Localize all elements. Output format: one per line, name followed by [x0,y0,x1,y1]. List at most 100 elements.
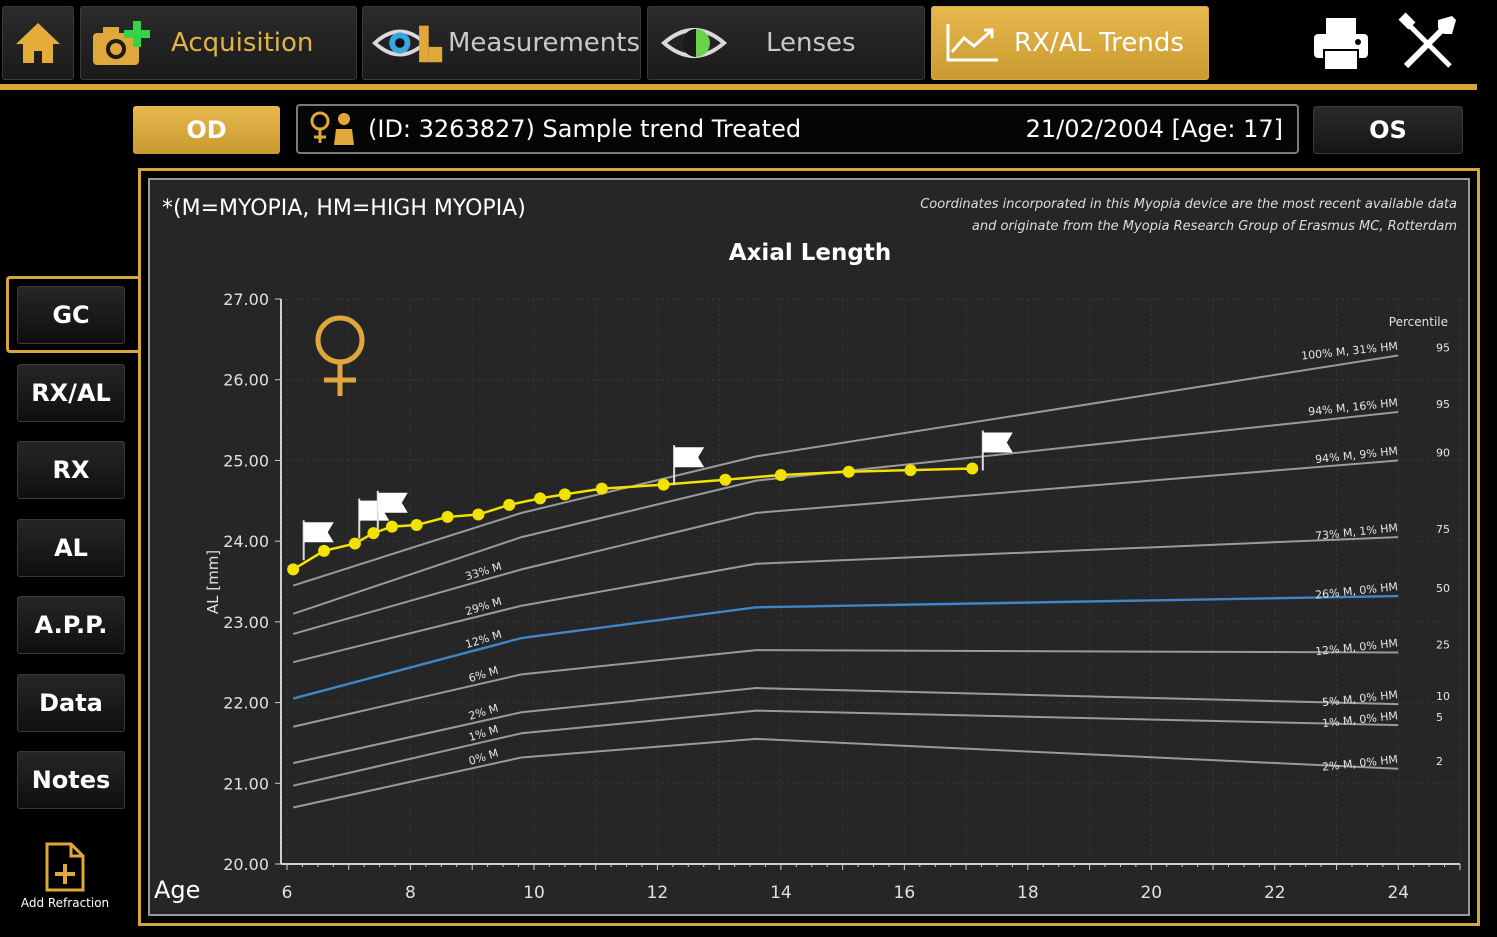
patient-data-point [966,462,979,475]
patient-data-point [534,492,547,505]
tab-acquisition-label: Acquisition [171,28,314,58]
reference-curve-inline-label: 6% M [467,664,500,685]
percentile-value: 90 [1436,446,1450,459]
percentile-value: 95 [1436,398,1450,411]
flag-cloth [377,492,408,513]
x-tick-label: 20 [1140,883,1162,903]
trend-chart-icon [946,24,998,62]
y-tick-label: 23.00 [223,613,269,632]
percentile-value: 2 [1436,755,1443,768]
data-credit-line-1: Coordinates incorporated in this Myopia … [920,197,1457,212]
sidebar-item-app[interactable]: A.P.P. [17,596,125,654]
home-button[interactable] [2,6,74,80]
reference-curve-label: 5% M, 0% HM [1321,688,1398,709]
toolbar-divider [0,84,1477,90]
patient-data-point [842,465,855,478]
reference-curve-label: 12% M, 0% HM [1315,637,1399,659]
patient-info-bar: (ID: 3263827) Sample trend Treated 21/02… [296,104,1299,154]
patient-data-point [367,527,380,540]
percentile-value: 95 [1436,342,1450,355]
reference-curve-line [292,354,1399,587]
flag-cloth [982,432,1013,453]
flag-marker-icon [302,520,334,561]
home-icon [16,23,60,63]
tools-icon [1398,12,1456,69]
sidebar-item-rx[interactable]: RX [17,441,125,499]
reference-curve-line [292,459,1399,635]
x-tick-label: 24 [1387,883,1409,903]
female-symbol-icon [315,315,365,396]
y-tick-label: 26.00 [223,371,269,390]
sidebar-item-gc[interactable]: GC [17,286,125,344]
sidebar-item-data[interactable]: Data [17,674,125,732]
tab-measurements[interactable]: Measurements [362,6,641,80]
patient-data-point [904,464,917,477]
x-tick-label: 10 [523,883,545,903]
tab-rx-al-trends[interactable]: RX/AL Trends [931,6,1209,80]
od-button[interactable]: OD [133,106,280,154]
patient-data-point [719,473,732,486]
patient-data-point [558,488,571,501]
reference-curves: Percentile 100% M, 31% HM 95 94% M, 16% HM 9… [292,315,1450,809]
sidebar-item-al[interactable]: AL [17,519,125,577]
reference-curve-label: 1% M, 0% HM [1321,709,1398,730]
chart-grid [286,298,1461,865]
top-toolbar: Acquisition Measurements Lenses RX/AL Tr… [0,0,1497,90]
settings-button[interactable] [1396,12,1458,74]
x-tick-label: 12 [647,883,669,903]
y-tick-label: 21.00 [223,774,269,793]
myopia-legend-note: *(M=MYOPIA, HM=HIGH MYOPIA) [162,196,526,221]
patient-data-point [472,508,485,521]
chart-axes: 6 8 10 12 14 16 18 20 22 24 20.00 21.00 22.00 23.00 24… [204,290,1461,903]
x-tick-label: 16 [894,883,916,903]
reference-curve-label: 100% M, 31% HM [1301,340,1399,363]
sidebar-item-rx-al[interactable]: RX/AL [17,364,125,422]
add-document-icon [45,842,85,892]
flag-marker-icon [376,490,408,531]
patient-gender-icon [310,111,354,145]
reference-curve-line [292,709,1399,787]
patient-data-point [385,520,398,533]
percentile-header: Percentile [1389,315,1448,329]
print-button[interactable] [1310,12,1372,74]
reference-curve-label: 26% M, 0% HM [1315,580,1399,602]
tab-lenses[interactable]: Lenses [647,6,925,80]
eye-lens-icon [660,28,728,58]
chart-panel [148,178,1470,916]
percentile-value: 75 [1436,523,1450,536]
reference-curve-line [292,687,1399,765]
tab-acquisition[interactable]: Acquisition [80,6,357,80]
tab-lenses-label: Lenses [766,28,856,58]
patient-data-point [657,478,670,491]
patient-data-point [410,519,423,531]
patient-data-point [348,537,361,550]
y-tick-label: 20.00 [223,855,269,874]
sidebar-item-notes[interactable]: Notes [17,751,125,809]
patient-data-point [318,544,331,557]
y-tick-label: 25.00 [223,451,269,470]
data-credit-line-2: and originate from the Myopia Research G… [971,219,1457,234]
reference-curve-line [292,594,1399,700]
patient-data-point [287,563,300,576]
reference-curve-line [292,649,1399,728]
os-button[interactable]: OS [1313,106,1463,154]
x-tick-label: 22 [1264,883,1286,903]
percentile-value: 25 [1436,639,1450,652]
add-refraction-button[interactable]: Add Refraction [6,842,124,914]
tab-rx-al-trends-label: RX/AL Trends [1014,28,1184,58]
x-tick-label: 8 [405,883,416,903]
patient-data-point [503,498,516,511]
reference-curve-label: 94% M, 16% HM [1308,396,1399,418]
patient-data-point [595,482,608,495]
reference-curve-line [292,737,1399,809]
percentile-value: 10 [1436,690,1450,703]
data-credit: Coordinates incorporated in this Myopia … [920,194,1457,238]
patient-series-line [292,467,973,571]
sidebar-active-indicator [6,276,140,353]
patient-name: (ID: 3263827) Sample trend Treated [368,115,802,143]
flag-cloth [674,447,705,468]
patient-data-point [441,510,454,523]
reference-curve-label: 2% M, 0% HM [1321,753,1398,774]
y-tick-label: 22.00 [223,694,269,713]
